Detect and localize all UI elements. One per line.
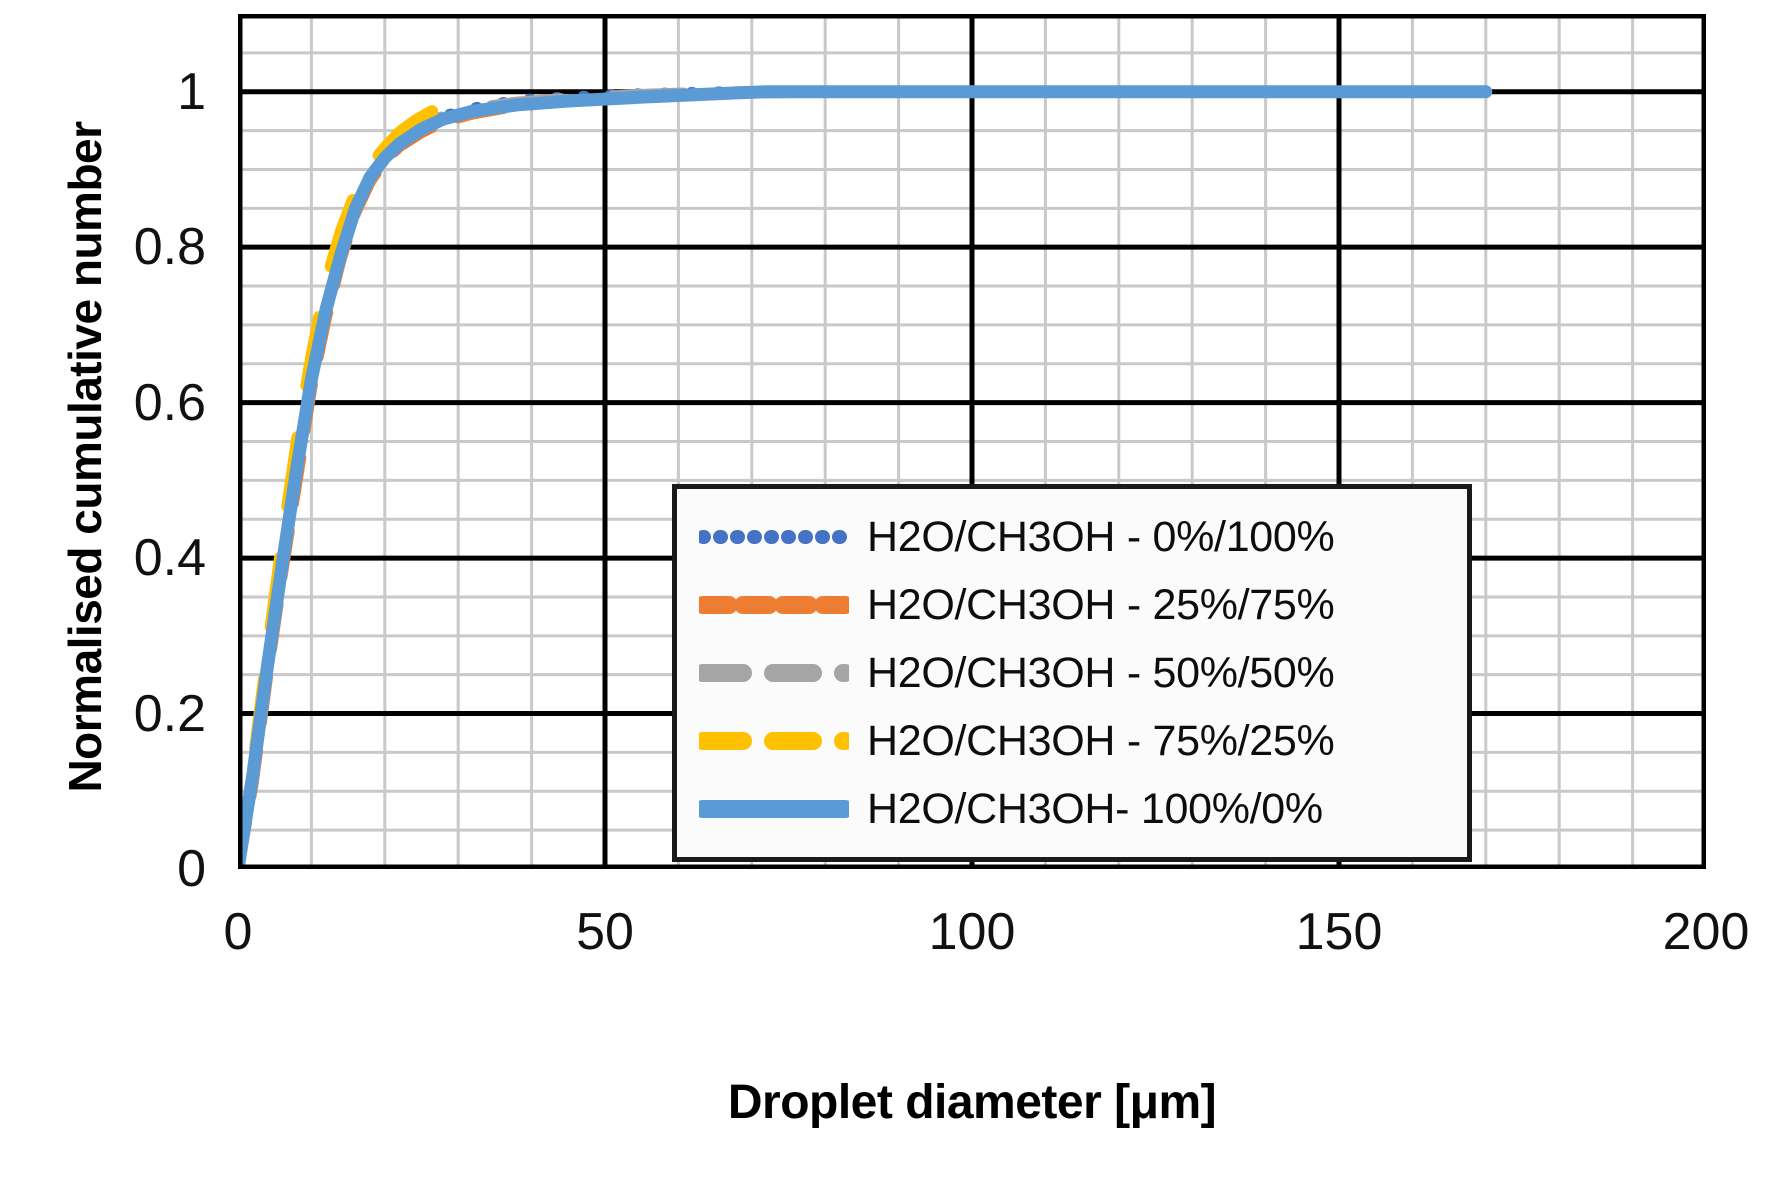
series-line: [238, 85, 1493, 869]
legend-item-label: H2O/CH3OH- 100%/0%: [867, 784, 1323, 833]
legend-item[interactable]: H2O/CH3OH- 100%/0%: [694, 775, 1449, 843]
legend-item[interactable]: H2O/CH3OH - 25%/75%: [694, 571, 1449, 639]
legend-swatch-icon: [694, 726, 854, 756]
x-tick-label: 100: [928, 903, 1016, 961]
legend-swatch-icon: [694, 590, 854, 620]
legend-item-label: H2O/CH3OH - 0%/100%: [867, 512, 1335, 561]
y-tick-label: 0.8: [133, 218, 206, 276]
plot-border: [238, 14, 1706, 869]
legend-item[interactable]: H2O/CH3OH - 50%/50%: [694, 639, 1449, 707]
legend-item[interactable]: H2O/CH3OH - 0%/100%: [696, 503, 1449, 571]
legend-item-label: H2O/CH3OH - 25%/75%: [867, 580, 1335, 629]
x-tick-label: 200: [1662, 903, 1750, 961]
y-tick-label: 0.2: [133, 685, 206, 743]
y-tick-label: 0: [177, 840, 206, 898]
y-tick-label: 0.4: [133, 529, 206, 587]
x-tick-label: 150: [1295, 903, 1383, 961]
legend-item-label: H2O/CH3OH - 50%/50%: [867, 648, 1335, 697]
legend: H2O/CH3OH - 0%/100% H2O/CH3OH - 25%/75% …: [672, 484, 1472, 862]
legend-swatch-icon: [694, 794, 854, 824]
x-tick-label: 0: [223, 903, 253, 961]
legend-item[interactable]: H2O/CH3OH - 75%/25%: [694, 707, 1449, 775]
x-axis-title: Droplet diameter [μm]: [727, 1076, 1217, 1129]
data-series-group: [238, 85, 1493, 869]
y-axis-title: Normalised cumulative number: [59, 121, 111, 793]
y-tick-label: 1: [177, 63, 206, 121]
x-tick-label: 50: [576, 903, 634, 961]
legend-swatch-icon: [694, 658, 854, 688]
legend-swatch-icon: [696, 522, 852, 552]
legend-item-label: H2O/CH3OH - 75%/25%: [867, 716, 1335, 765]
y-tick-label: 0.6: [133, 374, 206, 432]
